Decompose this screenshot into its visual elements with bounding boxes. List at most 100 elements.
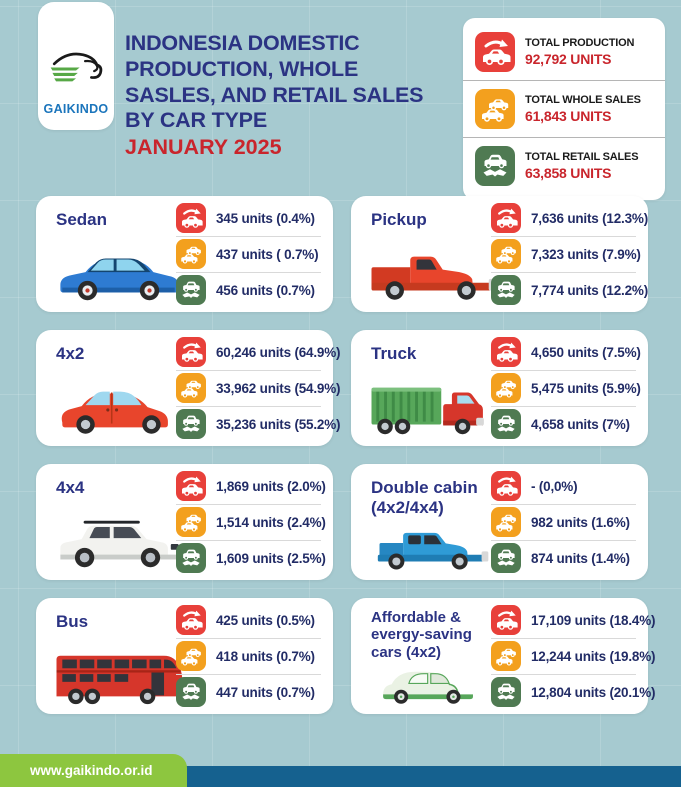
stat-row-retail: 12,804 units (20.1%)	[491, 673, 656, 710]
gaikindo-logo-text: GAIKINDO	[43, 102, 109, 116]
card-4x2: 4x2 60,246 units (64.9%) 33,962 units (5…	[36, 330, 341, 446]
stat-row-retail: 1,609 units (2.5%)	[176, 539, 326, 576]
wholesale-cars-icon	[491, 507, 521, 537]
stat-row-production: - (0,0%)	[491, 469, 636, 504]
production-car-icon	[176, 605, 206, 635]
card-title: 4x2	[56, 344, 85, 363]
retail-handshake-icon	[176, 543, 206, 573]
website-link[interactable]: www.gaikindo.or.id	[30, 763, 153, 778]
summary-label: TOTAL WHOLE SALES	[525, 94, 641, 107]
summary-value: 61,843 UNITS	[525, 107, 612, 124]
wholesale-cars-icon	[176, 239, 206, 269]
wholesale-cars-icon	[475, 89, 515, 129]
stat-row-retail: 456 units (0.7%)	[176, 271, 321, 308]
stat-value: 345 units (0.4%)	[216, 210, 315, 226]
gaikindo-logo-card: GAIKINDO	[38, 2, 114, 130]
stat-row-wholesale: 5,475 units (5.9%)	[491, 369, 641, 406]
retail-handshake-icon	[475, 146, 515, 186]
stat-value: 60,246 units (64.9%)	[216, 344, 341, 360]
stat-value: 1,514 units (2.4%)	[216, 514, 326, 530]
retail-handshake-icon	[176, 275, 206, 305]
gaikindo-car-logo-icon	[47, 46, 105, 98]
retail-handshake-icon	[176, 677, 206, 707]
card-title: Bus	[56, 612, 89, 631]
retail-handshake-icon	[491, 543, 521, 573]
stat-value: 418 units (0.7%)	[216, 648, 315, 664]
card-title: Affordable & evergy-saving cars (4x2)	[371, 609, 472, 661]
card-stats: - (0,0%) 982 units (1.6%) 874 units (1.4…	[491, 470, 636, 574]
wholesale-cars-icon	[491, 373, 521, 403]
stat-value: 456 units (0.7%)	[216, 282, 315, 298]
stat-value: 4,658 units (7%)	[531, 416, 630, 432]
card-title: Double cabin (4x2/4x4)	[371, 478, 478, 517]
retail-handshake-icon	[176, 409, 206, 439]
summary-row-production: TOTAL PRODUCTION 92,792 UNITS	[463, 24, 665, 80]
card-4x4: 4x4 1,869 units (2.0%) 1,514 units (2.4%…	[36, 464, 333, 580]
retail-handshake-icon	[491, 677, 521, 707]
stat-row-wholesale: 437 units ( 0.7%)	[176, 235, 321, 272]
stat-value: 12,804 units (20.1%)	[531, 684, 656, 700]
wholesale-cars-icon	[491, 239, 521, 269]
card-stats: 345 units (0.4%) 437 units ( 0.7%) 456 u…	[176, 202, 321, 306]
stat-value: 437 units ( 0.7%)	[216, 246, 319, 262]
wholesale-cars-icon	[491, 641, 521, 671]
box-truck-illustration	[361, 378, 506, 440]
stat-value: 4,650 units (7.5%)	[531, 344, 641, 360]
stat-row-wholesale: 418 units (0.7%)	[176, 637, 321, 674]
card-title: 4x4	[56, 478, 85, 497]
stat-value: 7,323 units (7.9%)	[531, 246, 641, 262]
stat-row-wholesale: 33,962 units (54.9%)	[176, 369, 341, 406]
production-car-icon	[491, 471, 521, 501]
footer-url-tab: www.gaikindo.or.id	[0, 754, 187, 787]
pickup-illustration	[361, 244, 506, 306]
stat-row-retail: 4,658 units (7%)	[491, 405, 636, 442]
wholesale-cars-icon	[176, 641, 206, 671]
card-sedan: Sedan 345 units (0.4%) 437 units ( 0.7%)…	[36, 196, 333, 312]
production-car-icon	[176, 337, 206, 367]
stat-value: - (0,0%)	[531, 478, 578, 494]
stat-row-wholesale: 982 units (1.6%)	[491, 503, 636, 540]
production-car-icon	[491, 337, 521, 367]
stat-row-retail: 874 units (1.4%)	[491, 539, 636, 576]
production-car-icon	[176, 203, 206, 233]
totals-summary-card: TOTAL PRODUCTION 92,792 UNITS TOTAL WHOL…	[463, 18, 665, 200]
hatchback-illustration	[46, 378, 191, 440]
stat-value: 35,236 units (55.2%)	[216, 416, 341, 432]
stat-value: 7,636 units (12.3%)	[531, 210, 649, 226]
summary-row-wholesale: TOTAL WHOLE SALES 61,843 UNITS	[463, 80, 665, 137]
stat-value: 5,475 units (5.9%)	[531, 380, 641, 396]
card-stats: 425 units (0.5%) 418 units (0.7%) 447 un…	[176, 604, 321, 708]
stat-value: 1,609 units (2.5%)	[216, 550, 326, 566]
suv-illustration	[46, 512, 191, 574]
stat-value: 17,109 units (18.4%)	[531, 612, 656, 628]
stat-value: 425 units (0.5%)	[216, 612, 315, 628]
card-stats: 7,636 units (12.3%) 7,323 units (7.9%) 7…	[491, 201, 648, 306]
stat-value: 874 units (1.4%)	[531, 550, 630, 566]
wholesale-cars-icon	[176, 507, 206, 537]
stat-value: 1,869 units (2.0%)	[216, 478, 326, 494]
page-subtitle: JANUARY 2025	[125, 135, 282, 160]
production-car-icon	[491, 203, 521, 233]
card-stats: 17,109 units (18.4%) 12,244 units (19.8%…	[491, 604, 656, 710]
stat-value: 12,244 units (19.8%)	[531, 648, 656, 664]
production-car-icon	[491, 605, 521, 635]
sedan-illustration	[46, 244, 191, 306]
stat-row-retail: 35,236 units (55.2%)	[176, 405, 341, 442]
card-truck: Truck 4,650 units (7.5%) 5,475 units (5.…	[351, 330, 648, 446]
summary-row-retail: TOTAL RETAIL SALES 63,858 UNITS	[463, 137, 665, 194]
header-title-block: INDONESIA DOMESTIC PRODUCTION, WHOLE SAS…	[125, 31, 423, 161]
card-stats: 60,246 units (64.9%) 33,962 units (54.9%…	[176, 335, 341, 442]
stat-row-production: 345 units (0.4%)	[176, 201, 321, 236]
stat-row-wholesale: 12,244 units (19.8%)	[491, 637, 656, 674]
production-car-icon	[475, 32, 515, 72]
card-title: Pickup	[371, 210, 427, 229]
stat-row-production: 1,869 units (2.0%)	[176, 469, 326, 504]
summary-label: TOTAL RETAIL SALES	[525, 151, 639, 164]
stat-value: 33,962 units (54.9%)	[216, 380, 341, 396]
stat-row-production: 60,246 units (64.9%)	[176, 335, 341, 370]
car-type-cards-grid: Sedan 345 units (0.4%) 437 units ( 0.7%)…	[36, 196, 656, 714]
stat-value: 982 units (1.6%)	[531, 514, 630, 530]
page-title: INDONESIA DOMESTIC PRODUCTION, WHOLE SAS…	[125, 31, 424, 133]
card-title: Truck	[371, 344, 417, 363]
stat-row-production: 7,636 units (12.3%)	[491, 201, 648, 236]
